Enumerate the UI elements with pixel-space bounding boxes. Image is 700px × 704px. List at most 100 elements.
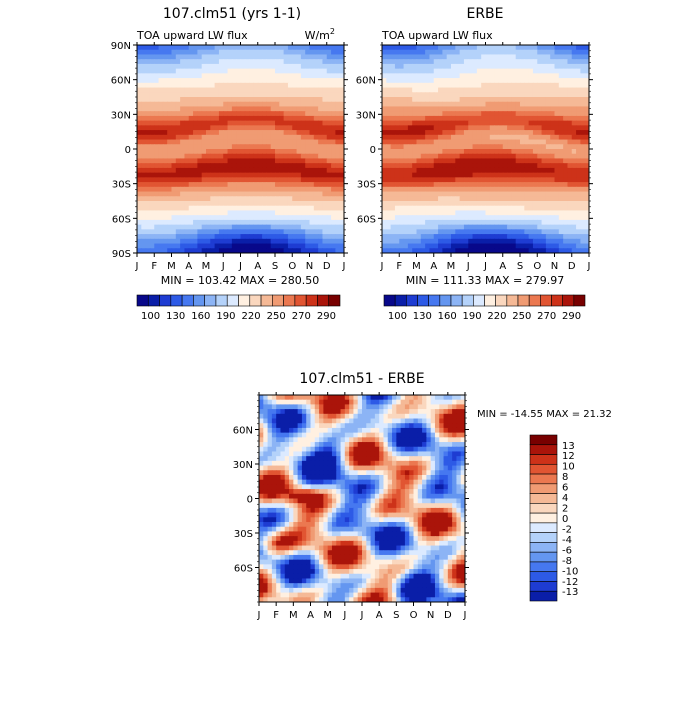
field-cell xyxy=(279,201,284,206)
field-cell xyxy=(542,201,547,206)
field-cell xyxy=(159,154,164,159)
field-cell xyxy=(391,73,396,78)
field-cell xyxy=(253,97,258,102)
field-cell xyxy=(310,215,315,220)
field-cell xyxy=(137,206,142,211)
field-cell xyxy=(301,229,306,234)
field-cell xyxy=(223,144,228,149)
field-cell xyxy=(245,154,250,159)
field-cell xyxy=(392,414,397,419)
field-cell xyxy=(310,144,315,149)
field-cell xyxy=(215,78,220,83)
field-cell xyxy=(442,173,447,178)
field-cell xyxy=(572,130,577,135)
field-cell xyxy=(146,106,151,111)
field-cell xyxy=(473,182,478,187)
field-cell xyxy=(241,173,246,178)
field-cell xyxy=(292,102,297,107)
field-cell xyxy=(310,206,315,211)
field-cell xyxy=(468,201,473,206)
field-cell xyxy=(289,414,294,419)
field-cell xyxy=(516,182,521,187)
field-cell xyxy=(391,78,396,83)
field-cell xyxy=(258,125,263,130)
field-cell xyxy=(399,220,404,225)
field-cell xyxy=(422,428,427,433)
field-cell xyxy=(189,130,194,135)
field-cell xyxy=(567,140,572,145)
field-cell xyxy=(335,187,340,192)
field-cell xyxy=(284,102,289,107)
field-cell xyxy=(206,187,211,192)
field-cell xyxy=(331,220,336,225)
field-cell xyxy=(327,163,332,168)
field-cell xyxy=(468,116,473,121)
field-cell xyxy=(167,210,172,215)
field-cell xyxy=(163,158,168,163)
field-cell xyxy=(305,234,310,239)
field-cell xyxy=(511,220,516,225)
field-cell xyxy=(232,64,237,69)
field-cell xyxy=(576,69,581,74)
field-cell xyxy=(297,130,302,135)
field-cell xyxy=(262,229,267,234)
field-cell xyxy=(258,201,263,206)
field-cell xyxy=(401,433,406,438)
field-cell xyxy=(236,45,241,50)
field-cell xyxy=(421,220,426,225)
field-cell xyxy=(327,149,332,154)
field-cell xyxy=(137,125,142,130)
field-cell xyxy=(206,111,211,116)
field-cell xyxy=(447,50,452,55)
field-cell xyxy=(275,206,280,211)
field-cell xyxy=(576,168,581,173)
field-cell xyxy=(434,229,439,234)
field-cell xyxy=(447,102,452,107)
field-cell xyxy=(288,73,293,78)
field-cell xyxy=(455,64,460,69)
field-cell xyxy=(210,125,215,130)
field-cell xyxy=(580,168,585,173)
field-cell xyxy=(486,88,491,93)
field-cell xyxy=(362,423,367,428)
field-cell xyxy=(494,225,499,230)
field-cell xyxy=(412,229,417,234)
field-cell xyxy=(150,225,155,230)
field-cell xyxy=(284,192,289,197)
field-cell xyxy=(202,78,207,83)
field-cell xyxy=(219,64,224,69)
field-cell xyxy=(228,140,233,145)
field-cell xyxy=(266,234,271,239)
field-cell xyxy=(520,158,525,163)
field-cell xyxy=(293,409,298,414)
field-cell xyxy=(434,106,439,111)
field-cell xyxy=(197,97,202,102)
field-cell xyxy=(386,173,391,178)
field-cell xyxy=(464,92,469,97)
field-cell xyxy=(451,234,456,239)
field-cell xyxy=(305,54,310,59)
field-cell xyxy=(180,121,185,126)
field-cell xyxy=(386,163,391,168)
field-cell xyxy=(202,59,207,64)
field-cell xyxy=(292,225,297,230)
field-cell xyxy=(550,97,555,102)
field-cell xyxy=(215,135,220,140)
field-cell xyxy=(511,239,516,244)
field-cell xyxy=(375,400,380,405)
field-cell xyxy=(555,140,560,145)
field-cell xyxy=(434,83,439,88)
field-cell xyxy=(555,149,560,154)
field-cell xyxy=(408,116,413,121)
field-cell xyxy=(297,225,302,230)
field-cell xyxy=(193,187,198,192)
field-cell xyxy=(258,111,263,116)
field-cell xyxy=(395,130,400,135)
field-cell xyxy=(189,149,194,154)
field-cell xyxy=(335,220,340,225)
field-cell xyxy=(567,225,572,230)
field-cell xyxy=(572,45,577,50)
field-cell xyxy=(301,177,306,182)
field-cell xyxy=(154,135,159,140)
field-cell xyxy=(537,158,542,163)
